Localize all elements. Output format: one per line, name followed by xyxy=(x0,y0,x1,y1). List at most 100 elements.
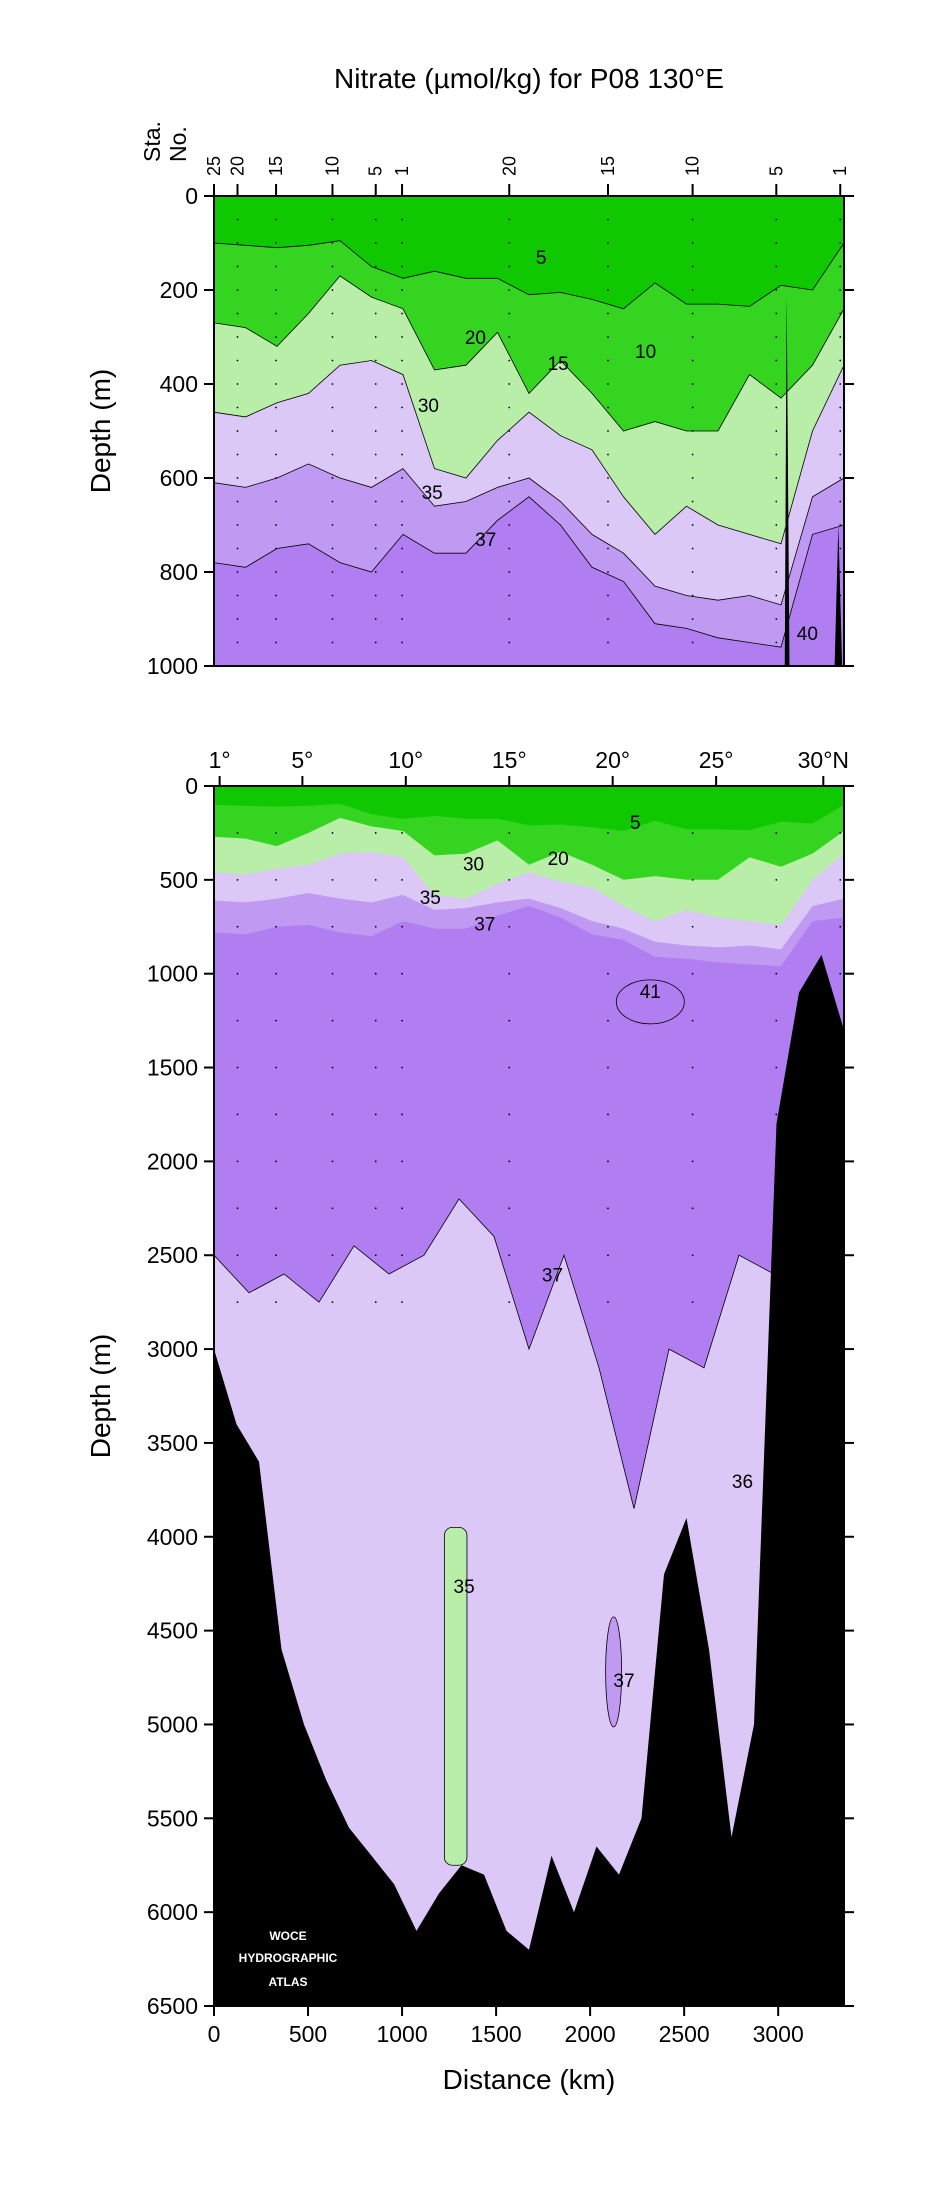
contour-line xyxy=(214,275,844,432)
sample-dot xyxy=(508,547,511,550)
y-tick-label: 1500 xyxy=(147,1055,198,1081)
sample-dot xyxy=(374,500,377,503)
sample-dot xyxy=(331,453,334,456)
upper-plot-frame xyxy=(213,195,845,667)
contour-label: 41 xyxy=(640,982,661,1003)
sample-dot xyxy=(401,477,403,479)
lat-tick-label: 20° xyxy=(595,747,630,773)
sample-dot xyxy=(508,524,511,526)
sample-dot xyxy=(275,500,277,503)
sample-dot xyxy=(839,972,842,975)
sample-dot xyxy=(275,618,277,620)
sample-dot xyxy=(374,1113,377,1116)
sample-dot xyxy=(331,1207,334,1210)
sample-dot xyxy=(401,618,403,620)
sample-dot xyxy=(691,594,694,597)
sample-dot xyxy=(691,453,694,456)
sample-dot xyxy=(374,925,377,928)
sample-dot xyxy=(236,1301,239,1304)
sample-dot xyxy=(401,359,403,362)
sample-dot xyxy=(775,832,778,834)
y-tick-label: 5500 xyxy=(147,1805,198,1831)
contour-label: 35 xyxy=(422,483,443,504)
sample-dot xyxy=(236,594,239,597)
sample-dot xyxy=(275,1301,277,1304)
upper-contour-fill xyxy=(214,196,844,666)
sample-dot xyxy=(374,1019,377,1022)
sample-dot xyxy=(775,618,778,620)
sample-dot xyxy=(839,618,842,620)
sample-dot xyxy=(236,641,239,644)
upper-seafloor-spike xyxy=(784,294,790,666)
sample-dot xyxy=(607,453,609,456)
sample-dot xyxy=(236,218,239,221)
sample-dot xyxy=(691,641,694,644)
y-tick-label: 4500 xyxy=(147,1618,198,1644)
sample-dot xyxy=(275,359,277,362)
sample-dot xyxy=(839,218,842,221)
sample-dot xyxy=(508,242,511,244)
sample-dot xyxy=(775,312,778,315)
sample-dot xyxy=(607,972,609,975)
sample-dot xyxy=(775,242,778,244)
sample-dot xyxy=(374,1066,377,1069)
y-tick-label: 800 xyxy=(160,559,198,585)
sample-dot xyxy=(607,524,609,526)
sample-dot xyxy=(331,878,334,881)
sample-dot xyxy=(607,406,609,409)
sample-dot xyxy=(275,1066,277,1069)
station-tick-label: 1 xyxy=(392,166,412,176)
sample-dot xyxy=(839,430,842,432)
sample-dot xyxy=(607,1160,609,1163)
sample-dot xyxy=(839,571,842,573)
y-tick-label: 600 xyxy=(160,465,198,491)
sample-dot xyxy=(374,1301,377,1304)
sample-dot xyxy=(374,242,377,244)
sample-dot xyxy=(691,524,694,526)
latitude-axis: 1° 5° 10° 15° 20° 25° 30°N xyxy=(209,747,849,786)
lat-tick-label: 10° xyxy=(388,747,423,773)
sample-dot xyxy=(775,1019,778,1022)
sample-dot xyxy=(275,547,277,550)
sample-dot xyxy=(607,594,609,597)
lower-y-axis: 0 500 1000 1500 2000 2500 3000 3500 4000 4500 5000… xyxy=(147,773,854,2019)
sample-dot xyxy=(401,406,403,409)
x-tick-label: 3000 xyxy=(753,2021,804,2047)
sample-dot xyxy=(236,430,239,432)
sample-dot xyxy=(607,265,609,268)
sample-dot xyxy=(508,265,511,268)
sample-dot xyxy=(331,618,334,620)
sample-dot xyxy=(236,524,239,526)
bathymetry xyxy=(214,954,844,2006)
sample-dot xyxy=(508,1113,511,1116)
sample-dot xyxy=(508,878,511,881)
sample-dot xyxy=(331,594,334,597)
sample-dot xyxy=(236,336,239,338)
sample-dot xyxy=(401,242,403,244)
sample-dot xyxy=(691,1254,694,1257)
sample-dot xyxy=(331,242,334,244)
sample-dot xyxy=(691,878,694,881)
lat-tick-label: 25° xyxy=(699,747,734,773)
sample-dot xyxy=(607,641,609,644)
sample-dot xyxy=(236,1207,239,1210)
sample-dot xyxy=(236,972,239,975)
sample-dot xyxy=(236,1019,239,1022)
sample-dot xyxy=(839,359,842,362)
station-axis: 25 20 15 10 5 1 20 15 10 5 1 xyxy=(204,156,850,196)
sample-dot xyxy=(236,359,239,362)
contour-label: 37 xyxy=(474,915,495,936)
sample-dot xyxy=(374,1207,377,1210)
station-tick-label: 5 xyxy=(366,166,386,176)
sample-dot xyxy=(236,618,239,620)
x-tick-label: 500 xyxy=(289,2021,327,2047)
sample-dot xyxy=(775,383,778,385)
sample-dot xyxy=(331,1019,334,1022)
sample-dot xyxy=(508,359,511,362)
sample-dot xyxy=(374,878,377,881)
sample-dot xyxy=(508,571,511,573)
sample-dot xyxy=(775,972,778,975)
sample-dot xyxy=(607,312,609,315)
sample-dot xyxy=(236,383,239,385)
sample-dot xyxy=(374,453,377,456)
